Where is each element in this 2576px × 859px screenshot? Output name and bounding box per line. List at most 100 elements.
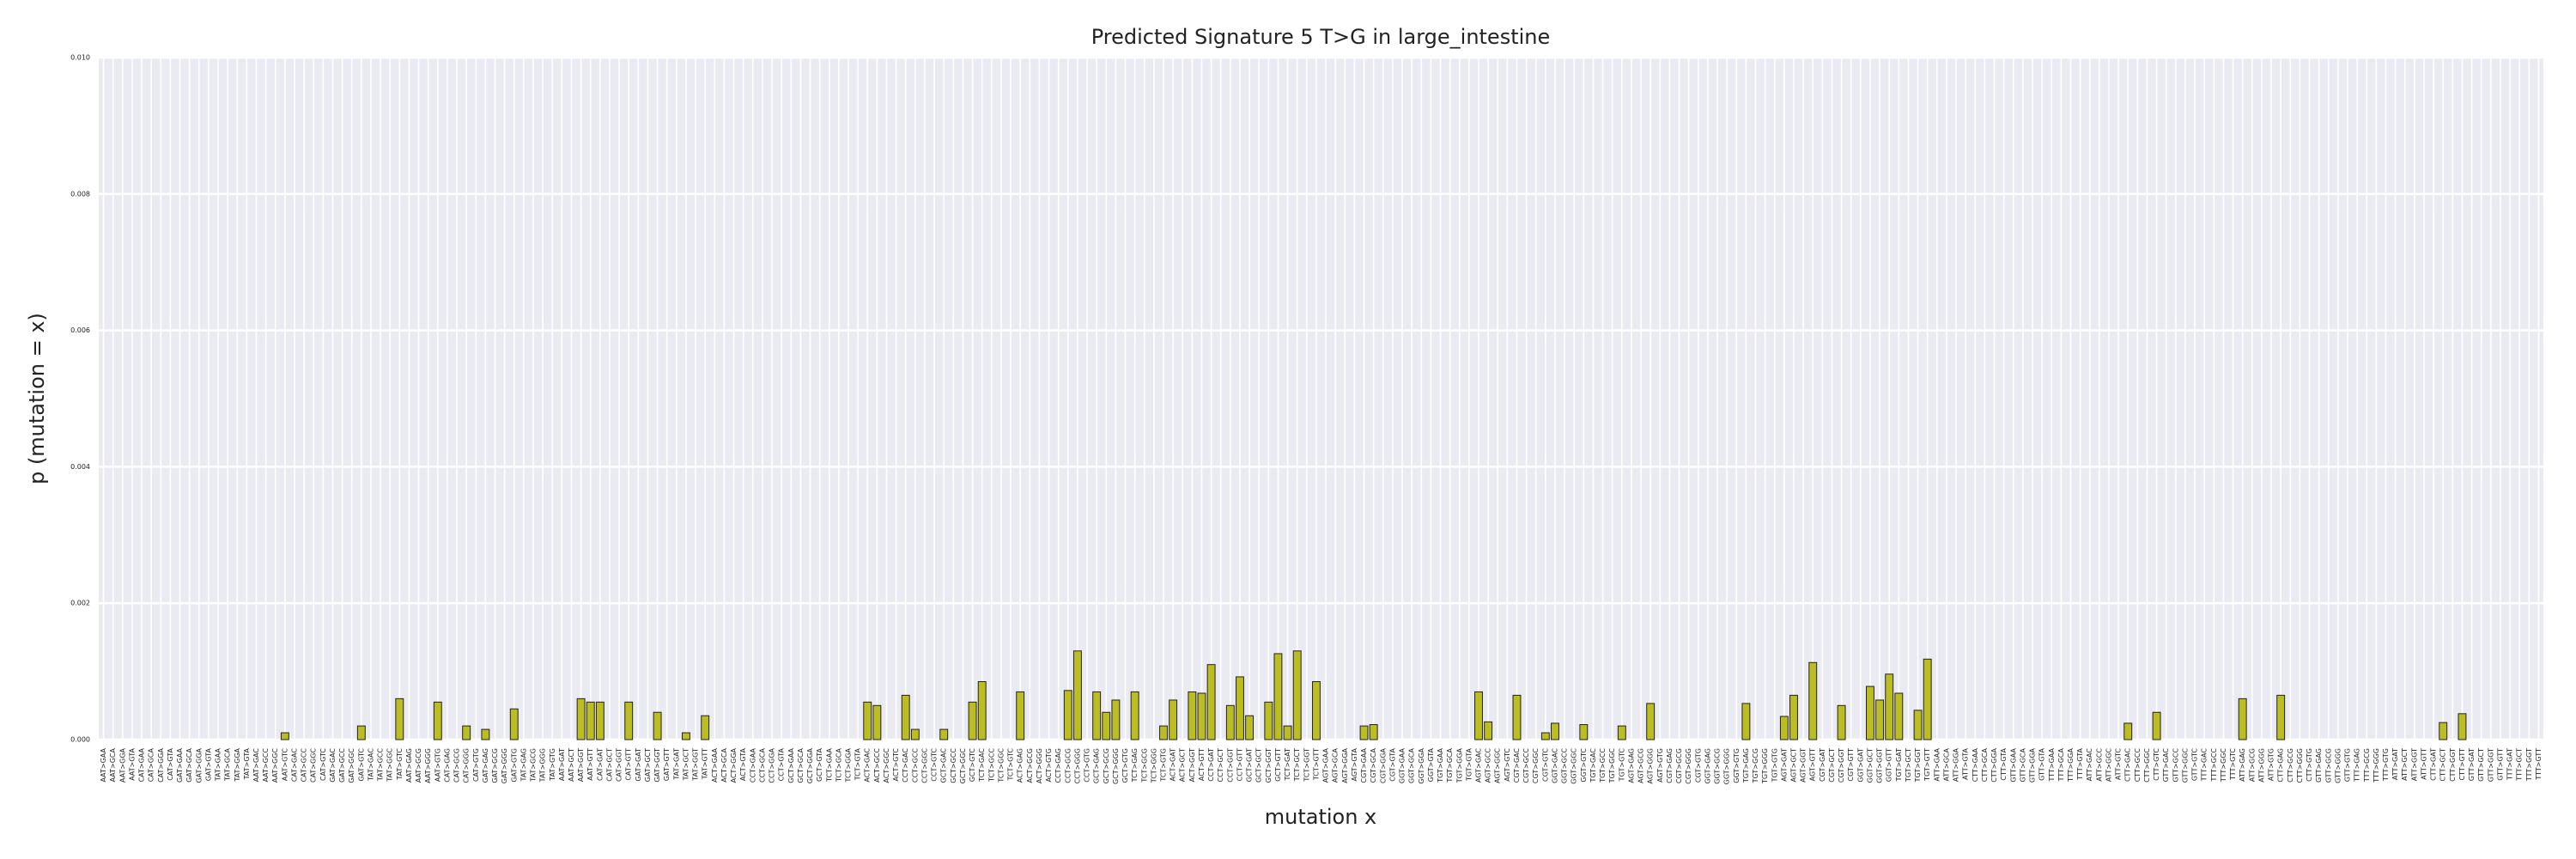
bar xyxy=(1579,724,1589,740)
x-tick-label: GCT>GTT xyxy=(1274,748,1282,782)
x-tick-label: CTT>GGG xyxy=(2296,748,2304,783)
x-tick-label: GGT>GGG xyxy=(1723,748,1731,784)
x-tick-label: GTT>GTG xyxy=(2344,748,2352,782)
x-tick-label: CGT>GTC xyxy=(1541,748,1549,782)
x-tick-label: GCT>GGG xyxy=(1112,748,1120,784)
y-tick-label: 0.006 xyxy=(70,326,90,334)
y-tick-label: 0.010 xyxy=(70,54,90,62)
x-tick-label: GGT>GAG xyxy=(1704,748,1711,783)
x-tick-label: CAT>GTT xyxy=(625,748,633,781)
x-tick-label: ATT>GTC xyxy=(2115,748,2123,781)
x-tick-label: AGT>GTA xyxy=(1351,747,1358,781)
x-tick-label: ACT>GTA xyxy=(739,747,747,781)
x-tick-label: GCT>GAC xyxy=(940,748,948,783)
x-tick-label: CTT>GTC xyxy=(2153,748,2160,781)
x-tick-label: CTT>GAT xyxy=(2430,748,2438,781)
bar xyxy=(1072,650,1082,740)
x-tick-label: TAT>GTC xyxy=(396,748,404,781)
bar xyxy=(481,728,490,740)
bar xyxy=(1225,704,1235,740)
x-tick-label: ATT>GTT xyxy=(2420,748,2427,780)
bar xyxy=(1159,725,1168,740)
x-tick-label: GAT>GGA xyxy=(195,747,203,783)
x-tick-label: ATT>GAC xyxy=(2086,748,2093,782)
bar xyxy=(462,725,471,740)
x-tick-label: GCT>GGT xyxy=(1265,748,1273,783)
x-tick-label: ACT>GGC xyxy=(883,748,890,783)
x-tick-label: TCT>GGT xyxy=(1303,748,1310,783)
x-tick-label: CGT>GTG xyxy=(1694,748,1702,783)
x-tick-label: AAT>GTA xyxy=(128,747,136,780)
x-tick-label: TGT>GAG xyxy=(1742,748,1750,783)
x-tick-label: TTT>GTT xyxy=(2535,748,2543,781)
x-tick-label: TAT>GAT xyxy=(672,748,680,781)
x-tick-label: CAT>GAC xyxy=(290,748,298,783)
x-tick-label: AAT>GCA xyxy=(109,747,117,782)
x-tick-label: TGT>GCG xyxy=(1752,748,1759,783)
x-tick-label: ACT>GGT xyxy=(1188,748,1196,783)
bar xyxy=(863,701,872,740)
x-tick-label: GTT>GGT xyxy=(2487,748,2494,782)
x-tick-label: TAT>GGC xyxy=(386,748,394,783)
x-tick-label: CGT>GAG xyxy=(1666,748,1674,783)
x-tick-label: AAT>GAA xyxy=(100,747,107,782)
bar xyxy=(1540,732,1550,740)
x-tick-label: TAT>GAG xyxy=(519,748,527,782)
x-tick-label: TGT>GCC xyxy=(1599,748,1607,783)
plot-background xyxy=(99,58,2543,740)
x-tick-label: TGT>GTG xyxy=(1771,748,1778,783)
x-tick-label: CGT>GTA xyxy=(1388,747,1396,781)
x-tick-label: CAT>GAG xyxy=(443,748,451,783)
x-tick-label: ATT>GTA xyxy=(1962,747,1970,779)
x-tick-label: GGT>GCG xyxy=(1714,748,1722,784)
x-tick-label: CCT>GGC xyxy=(920,748,928,783)
bar xyxy=(2152,711,2161,740)
bar xyxy=(1837,704,1846,740)
x-tick-label: ATT>GCC xyxy=(2095,748,2103,782)
bar xyxy=(1779,716,1789,740)
y-tick-label: 0.000 xyxy=(70,736,90,744)
x-tick-label: CCT>GTC xyxy=(931,748,939,782)
x-tick-label: GCT>GAG xyxy=(1093,748,1101,783)
x-tick-label: GTT>GGC xyxy=(2181,748,2189,783)
x-tick-label: AAT>GAG xyxy=(405,748,413,783)
x-tick-label: TAT>GTA xyxy=(243,747,251,780)
x-tick-label: TTT>GAA xyxy=(2048,747,2056,782)
x-tick-label: TTT>GGG xyxy=(2372,748,2380,783)
bar xyxy=(1369,724,1378,740)
x-tick-label: TAT>GCC xyxy=(377,748,385,782)
bar xyxy=(280,732,289,740)
x-tick-label: AAT>GGT xyxy=(577,748,585,782)
x-tick-label: CGT>GGC xyxy=(1532,748,1540,783)
x-tick-label: TCT>GTC xyxy=(1007,748,1015,782)
x-tick-label: AAT>GCG xyxy=(415,748,422,783)
x-tick-label: TGT>GTT xyxy=(1923,748,1931,782)
x-tick-label: CGT>GGA xyxy=(1379,747,1387,783)
x-tick-label: AAT>GCT xyxy=(568,748,575,782)
x-tick-label: CCT>GTA xyxy=(778,747,786,781)
x-tick-label: GTT>GGA xyxy=(2029,747,2037,783)
x-tick-label: ATT>GGT xyxy=(2410,748,2418,781)
x-tick-label: ACT>GTC xyxy=(892,748,900,782)
x-tick-label: GAT>GAA xyxy=(176,747,184,783)
x-tick-label: TCT>GCA xyxy=(835,747,842,782)
bar xyxy=(1923,658,1932,740)
bar xyxy=(1283,725,1292,740)
x-tick-label: GGT>GTC xyxy=(1580,748,1588,783)
x-tick-label: TTT>GGC xyxy=(2220,748,2227,783)
x-tick-label: ATT>GGG xyxy=(2257,748,2265,783)
x-tick-label: ACT>GAG xyxy=(1017,748,1024,783)
x-tick-label: ACT>GCT xyxy=(1179,748,1187,782)
x-tick-label: CAT>GGT xyxy=(616,748,623,782)
x-tick-label: GAT>GGG xyxy=(501,748,508,783)
x-tick-label: CAT>GCT xyxy=(605,748,613,782)
x-tick-label: ACT>GTT xyxy=(1198,748,1206,781)
x-tick-label: TGT>GCT xyxy=(1905,748,1912,783)
x-tick-label: GAT>GCT xyxy=(644,748,652,782)
x-tick-label: GGT>GAA xyxy=(1399,747,1406,783)
x-tick-label: CAT>GTG xyxy=(472,748,480,782)
x-tick-label: GAT>GCA xyxy=(185,747,193,782)
x-tick-label: GCT>GCT xyxy=(1255,748,1263,783)
bar xyxy=(1894,692,1904,740)
